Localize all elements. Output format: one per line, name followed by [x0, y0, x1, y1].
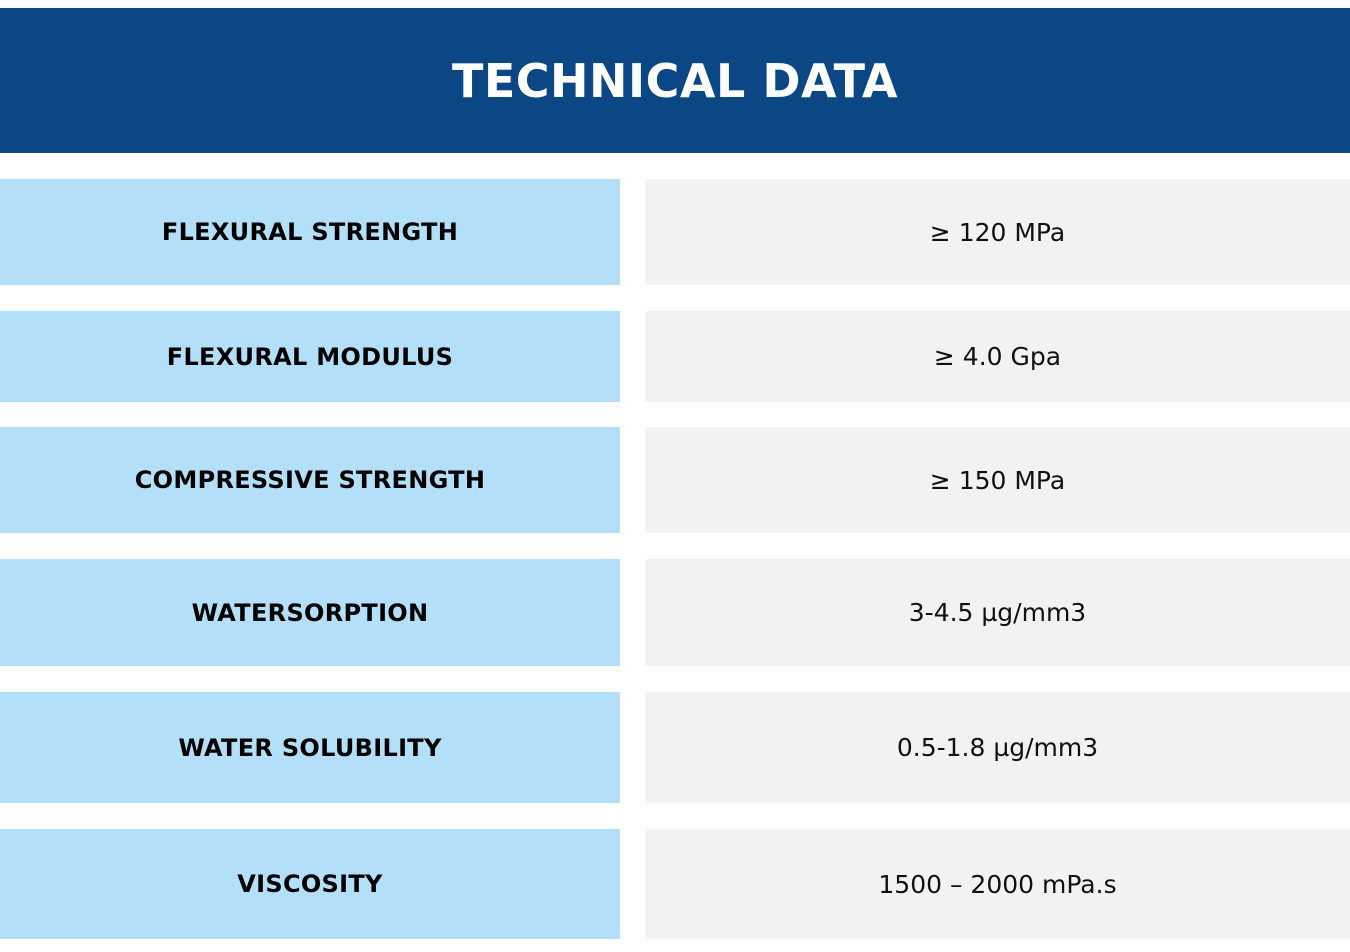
property-value-cell: 1500 – 2000 mPa.s: [645, 829, 1350, 939]
property-value: ≥ 150 MPa: [929, 465, 1066, 495]
property-label: WATER SOLUBILITY: [178, 733, 442, 762]
table-row: VISCOSITY 1500 – 2000 mPa.s: [0, 829, 1350, 939]
property-value: 1500 – 2000 mPa.s: [878, 869, 1117, 899]
property-label: VISCOSITY: [237, 870, 383, 898]
table-row: COMPRESSIVE STRENGTH ≥ 150 MPa: [0, 427, 1350, 533]
property-label: FLEXURAL STRENGTH: [161, 218, 459, 246]
property-label-cell: FLEXURAL MODULUS: [0, 311, 620, 402]
header-banner: TECHNICAL DATA: [0, 8, 1350, 153]
property-value: ≥ 4.0 Gpa: [933, 342, 1062, 371]
property-value: 0.5-1.8 µg/mm3: [896, 733, 1099, 762]
table-row: FLEXURAL STRENGTH ≥ 120 MPa: [0, 179, 1350, 285]
property-value: 3-4.5 µg/mm3: [908, 598, 1087, 627]
property-value-cell: ≥ 120 MPa: [645, 179, 1350, 285]
table-row: WATER SOLUBILITY 0.5-1.8 µg/mm3: [0, 692, 1350, 803]
property-label-cell: WATER SOLUBILITY: [0, 692, 620, 803]
property-value-cell: 0.5-1.8 µg/mm3: [645, 692, 1350, 803]
property-label-cell: FLEXURAL STRENGTH: [0, 179, 620, 285]
property-label: WATERSORPTION: [191, 598, 429, 627]
property-label-cell: WATERSORPTION: [0, 559, 620, 666]
table-row: WATERSORPTION 3-4.5 µg/mm3: [0, 559, 1350, 666]
property-value-cell: ≥ 4.0 Gpa: [645, 311, 1350, 402]
page-title: TECHNICAL DATA: [452, 53, 898, 108]
property-value-cell: 3-4.5 µg/mm3: [645, 559, 1350, 666]
property-label-cell: COMPRESSIVE STRENGTH: [0, 427, 620, 533]
property-value-cell: ≥ 150 MPa: [645, 427, 1350, 533]
property-value: ≥ 120 MPa: [929, 217, 1066, 247]
table-row: FLEXURAL MODULUS ≥ 4.0 Gpa: [0, 311, 1350, 402]
property-label: COMPRESSIVE STRENGTH: [134, 466, 486, 494]
property-label-cell: VISCOSITY: [0, 829, 620, 939]
property-label: FLEXURAL MODULUS: [166, 342, 454, 371]
